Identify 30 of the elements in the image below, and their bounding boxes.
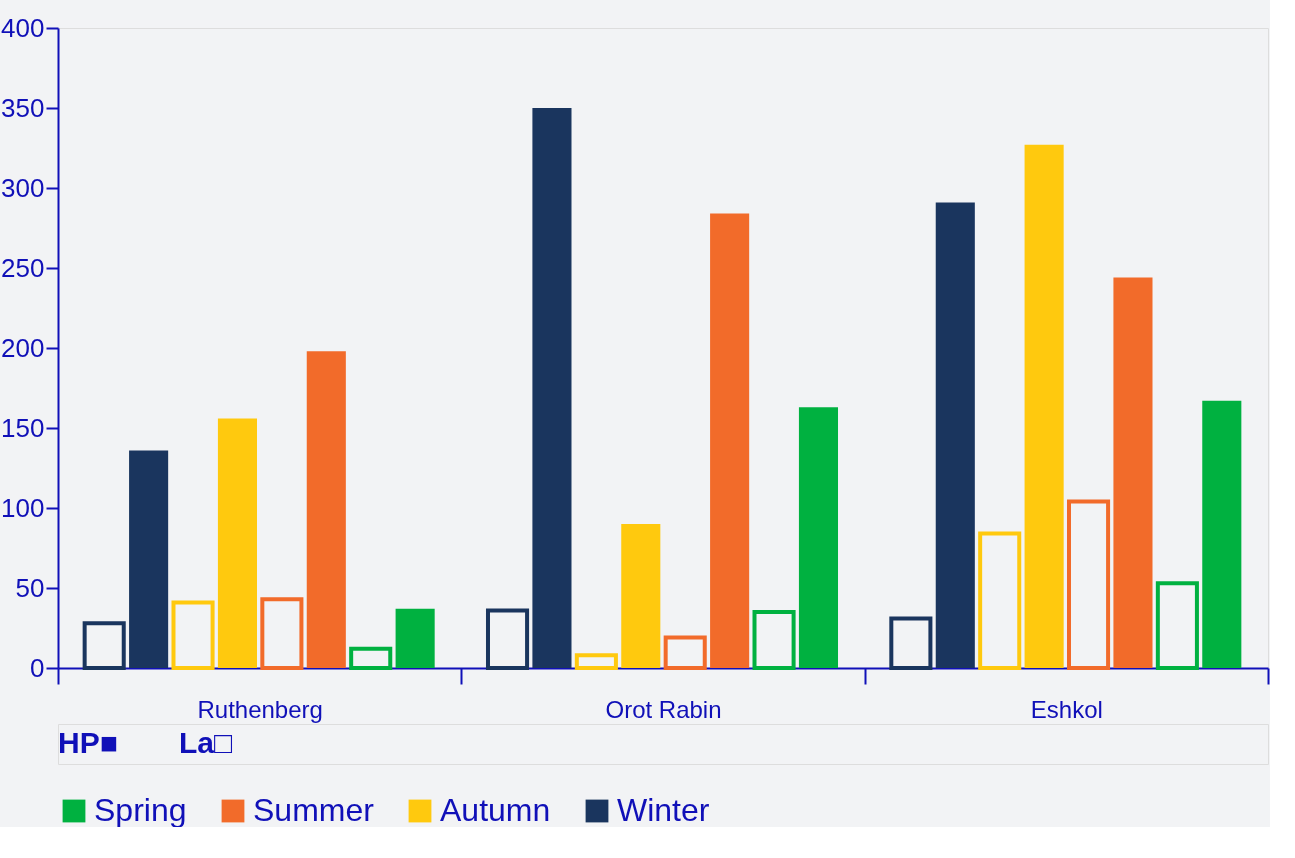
- text: HP■: [58, 726, 118, 759]
- bar: [129, 450, 169, 668]
- legend-label: Winter: [617, 792, 710, 828]
- bar: [306, 351, 346, 668]
- bar: [935, 202, 975, 668]
- y-tick-label: 50: [15, 572, 45, 603]
- y-tick-label: 200: [1, 332, 45, 363]
- y-tick-label: 150: [1, 412, 45, 443]
- y-tick-label: 250: [1, 252, 45, 283]
- y-tick-label: 300: [1, 172, 45, 203]
- y-tick-label: 350: [1, 92, 45, 123]
- y-tick-label: 400: [1, 12, 45, 43]
- y-tick-label: 100: [1, 492, 45, 523]
- legend-label: Autumn: [440, 792, 551, 828]
- bar: [798, 407, 839, 668]
- y-tick-label: 0: [30, 652, 45, 683]
- legend-label: Spring: [94, 792, 187, 828]
- bar: [1113, 277, 1153, 668]
- text: La□: [179, 726, 234, 759]
- bar: [710, 213, 750, 668]
- bar: [621, 524, 661, 668]
- bar: [1024, 144, 1064, 668]
- legend-label: Summer: [253, 792, 375, 828]
- x-tick-label: Eshkol: [1030, 695, 1103, 723]
- bar: [532, 108, 572, 668]
- bar: [217, 418, 257, 668]
- bar: [395, 608, 435, 668]
- x-tick-label: Ruthenberg: [197, 695, 323, 723]
- x-tick-label: Orot Rabin: [605, 695, 722, 723]
- bar: [1202, 400, 1242, 668]
